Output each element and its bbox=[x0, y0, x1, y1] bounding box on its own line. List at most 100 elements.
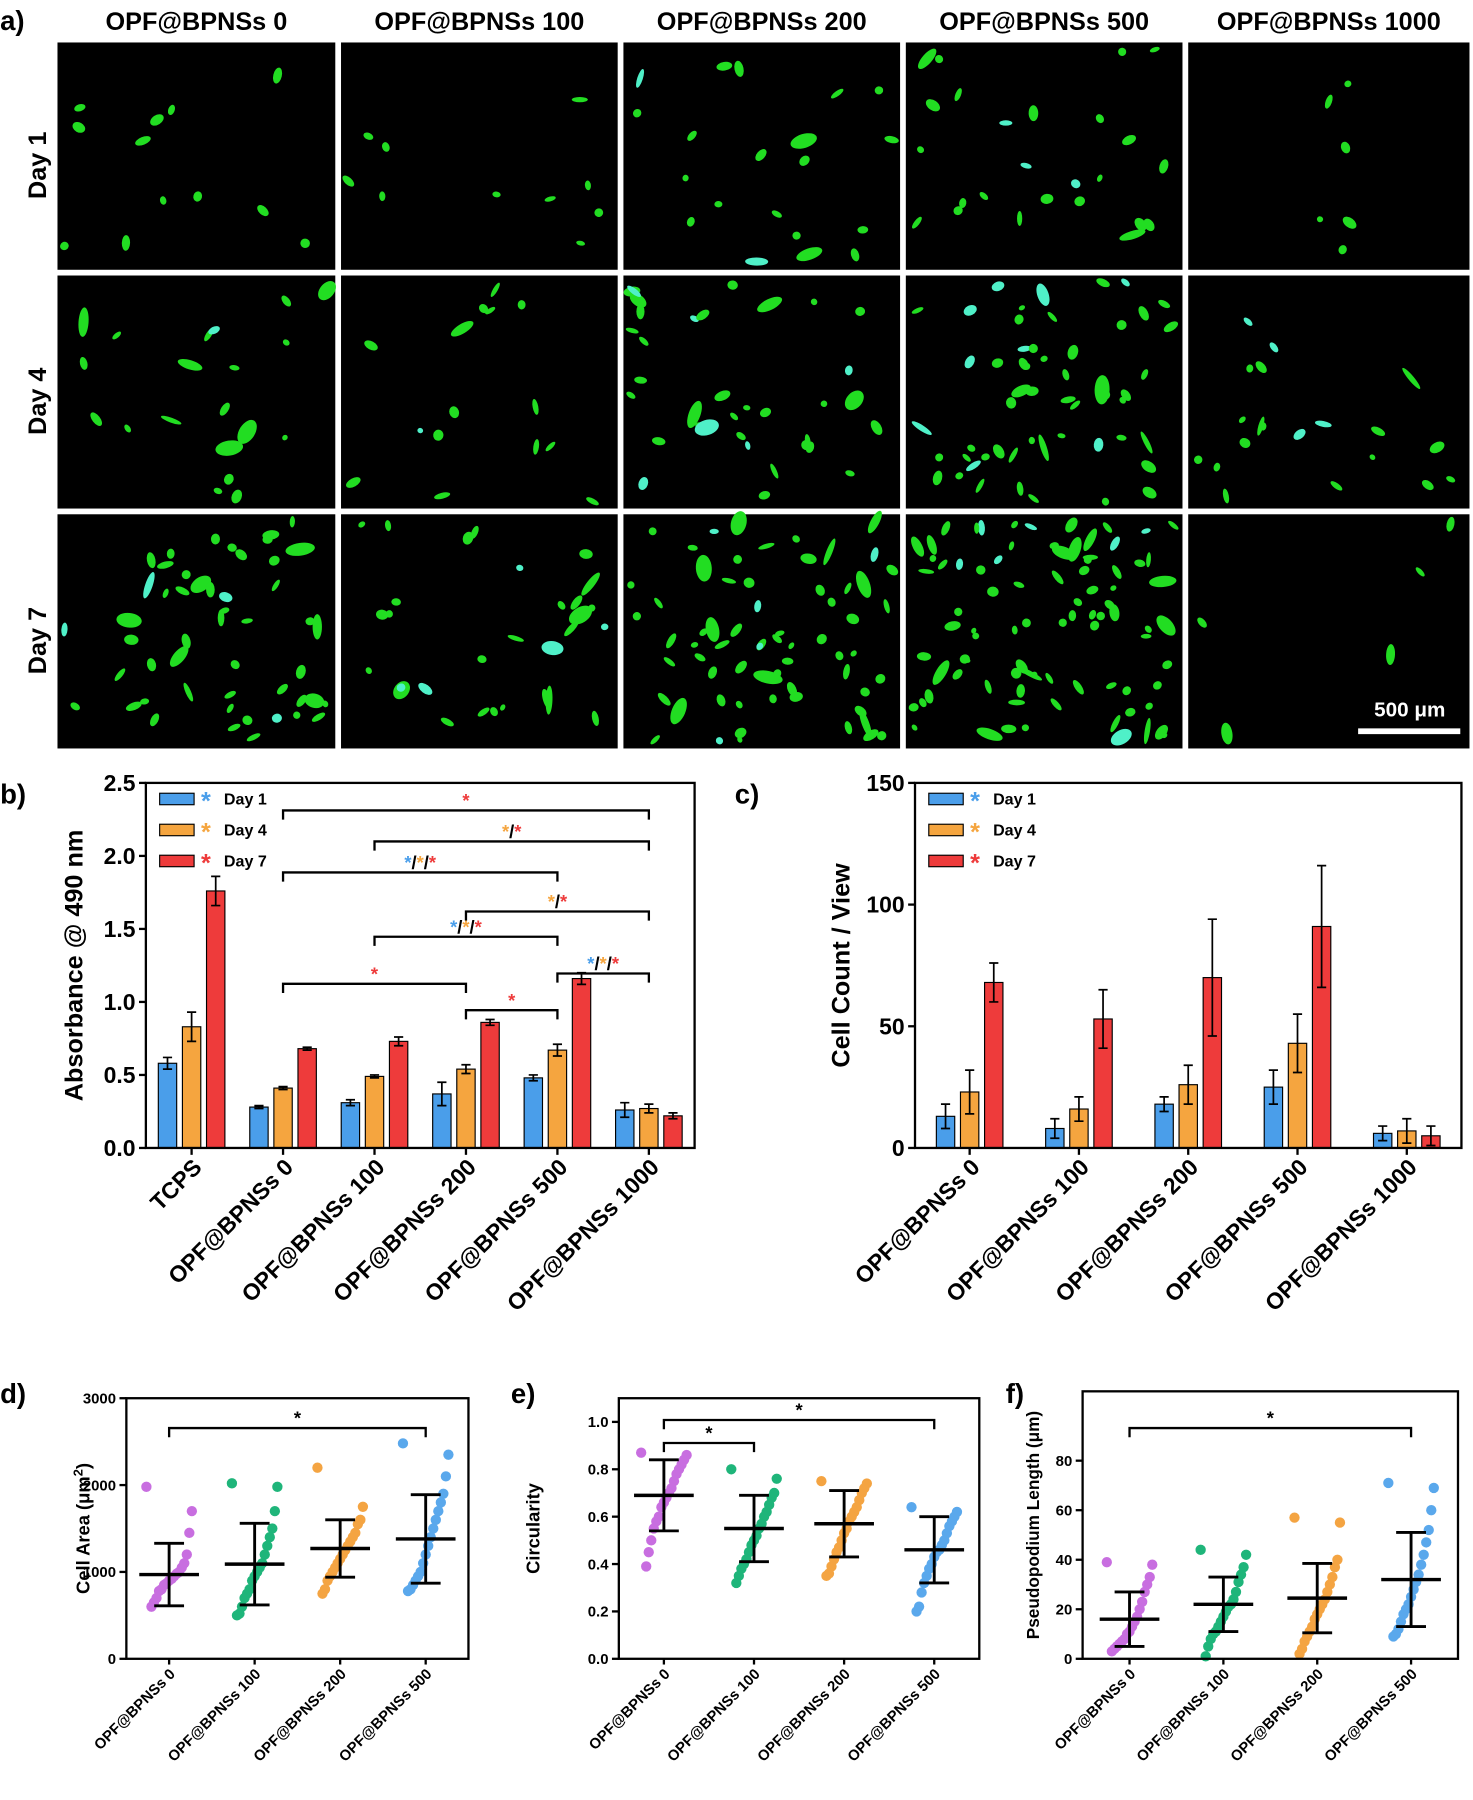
cell bbox=[964, 355, 975, 369]
cell bbox=[1324, 94, 1333, 109]
cell bbox=[850, 248, 860, 262]
significance-bracket bbox=[1128, 1426, 1413, 1438]
cell bbox=[1402, 367, 1421, 389]
y-tick-label: 2.0 bbox=[104, 843, 136, 869]
cell bbox=[1243, 317, 1253, 326]
cell bbox=[727, 280, 738, 290]
bar bbox=[388, 1040, 409, 1149]
cell bbox=[959, 654, 970, 664]
cell bbox=[699, 628, 708, 637]
cell bbox=[346, 477, 361, 488]
cell bbox=[579, 549, 593, 559]
y-tick-label: 0.4 bbox=[588, 1556, 609, 1573]
cell bbox=[1386, 644, 1396, 665]
cell bbox=[917, 48, 937, 70]
cell bbox=[1017, 345, 1032, 352]
cell bbox=[224, 690, 236, 699]
bar bbox=[663, 1115, 683, 1149]
cell bbox=[694, 419, 719, 436]
data-point bbox=[352, 1518, 364, 1530]
cell bbox=[1093, 437, 1104, 452]
y-tick-label: 60 bbox=[1056, 1502, 1073, 1519]
cell bbox=[507, 635, 524, 642]
y-tick-label: 0.8 bbox=[588, 1462, 609, 1479]
significance-label: * bbox=[705, 1423, 713, 1444]
significance-part: * bbox=[1267, 1408, 1275, 1429]
cell bbox=[769, 694, 777, 704]
cell bbox=[492, 191, 501, 198]
significance-part: * bbox=[514, 821, 522, 842]
significance-part: / bbox=[607, 953, 612, 974]
cell bbox=[734, 60, 744, 77]
cell bbox=[955, 472, 964, 480]
cell bbox=[687, 400, 702, 429]
cell bbox=[114, 668, 126, 681]
cell bbox=[1119, 229, 1146, 241]
cell bbox=[758, 491, 771, 500]
cell bbox=[1125, 707, 1136, 717]
cell bbox=[760, 407, 772, 418]
cell bbox=[217, 609, 225, 627]
data-point bbox=[428, 1523, 439, 1534]
cell bbox=[650, 735, 660, 745]
y-axis-label: Absorbance @ 490 nm bbox=[61, 830, 89, 1102]
plot-frame bbox=[144, 781, 696, 1150]
data-point bbox=[357, 1501, 369, 1512]
bar bbox=[181, 1026, 202, 1149]
cell bbox=[193, 191, 203, 202]
significance-label: */*/* bbox=[450, 916, 483, 937]
cell bbox=[981, 453, 990, 461]
micrograph bbox=[623, 514, 901, 749]
cell bbox=[478, 304, 489, 314]
cell bbox=[991, 281, 1005, 292]
cell bbox=[788, 642, 795, 650]
data-point bbox=[726, 1464, 737, 1475]
cell bbox=[1255, 361, 1267, 373]
cell bbox=[805, 441, 815, 453]
cell bbox=[963, 304, 977, 316]
cell bbox=[1105, 682, 1117, 690]
bar bbox=[157, 1062, 178, 1149]
error-bar bbox=[1050, 1117, 1060, 1140]
cell bbox=[714, 390, 731, 402]
cell bbox=[1429, 441, 1445, 454]
cell bbox=[450, 320, 474, 337]
cell bbox=[770, 463, 779, 479]
cell bbox=[771, 210, 782, 218]
data-point bbox=[1418, 1549, 1429, 1560]
y-tick-label: 1.0 bbox=[104, 989, 136, 1015]
cell bbox=[477, 655, 487, 664]
data-point bbox=[433, 1505, 444, 1517]
cell bbox=[632, 108, 642, 118]
cell bbox=[1222, 488, 1230, 504]
cell bbox=[276, 683, 288, 695]
cell bbox=[844, 390, 864, 411]
cell bbox=[219, 592, 233, 603]
significance-part: / bbox=[594, 953, 599, 974]
x-tick-label: OPF@BPNSs 200 bbox=[754, 1666, 854, 1766]
cell bbox=[1194, 455, 1203, 465]
column-header: OPF@BPNSs 200 bbox=[657, 8, 867, 36]
cell bbox=[391, 598, 401, 606]
error-bar bbox=[965, 1069, 975, 1115]
cell bbox=[682, 174, 689, 182]
cell bbox=[169, 646, 189, 667]
error-bar bbox=[1183, 1064, 1193, 1106]
significance-bracket bbox=[373, 935, 559, 946]
cell bbox=[1074, 196, 1086, 207]
cell bbox=[262, 535, 273, 544]
cell bbox=[844, 721, 853, 735]
data-point bbox=[269, 1505, 281, 1517]
cell bbox=[208, 326, 220, 335]
column-header: OPF@BPNSs 1000 bbox=[1217, 8, 1441, 36]
data-point bbox=[1289, 1512, 1300, 1523]
cell bbox=[78, 307, 89, 337]
plot-frame bbox=[1081, 1390, 1460, 1660]
cell bbox=[1293, 428, 1306, 440]
cell bbox=[962, 453, 971, 462]
y-tick-label: 1.0 bbox=[588, 1414, 609, 1431]
cell bbox=[715, 737, 724, 745]
cell bbox=[1145, 702, 1153, 710]
significance-part: * bbox=[404, 852, 412, 873]
cell bbox=[687, 130, 697, 141]
